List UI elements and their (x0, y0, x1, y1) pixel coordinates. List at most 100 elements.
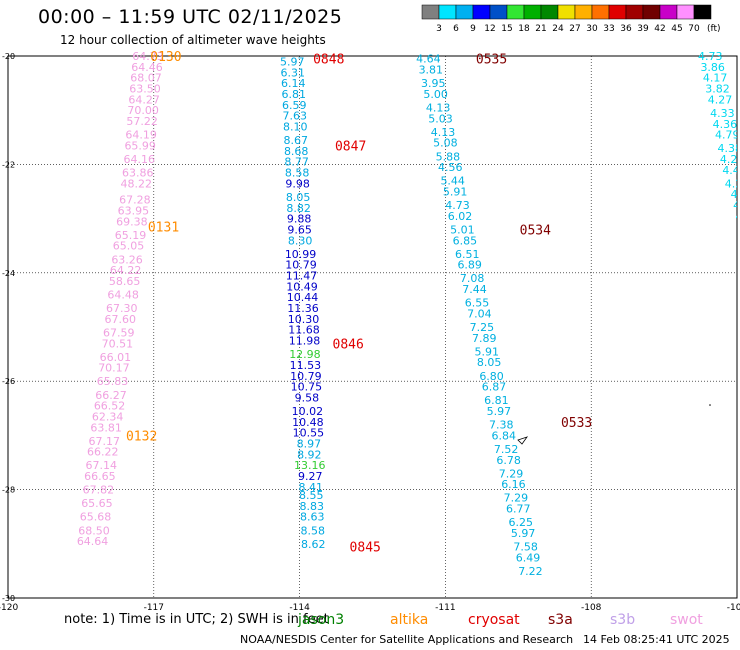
colorbar-tick-label: 24 (552, 24, 564, 34)
wave-height-label: 11.68 (288, 324, 320, 337)
wave-height-label: 10.79 (285, 259, 317, 272)
wave-height-label: 8.77 (284, 156, 309, 169)
wave-height-label: 10.02 (292, 405, 324, 418)
wave-height-label: 5.08 (433, 137, 458, 150)
wave-height-label: 4.8 (736, 210, 740, 223)
wave-height-label: 6.85 (453, 234, 478, 247)
colorbar-tick-label: 36 (620, 24, 632, 34)
colorbar-tick-label: 6 (453, 24, 459, 34)
wave-height-label: 5.97 (511, 527, 536, 540)
wave-height-label: 6.89 (457, 259, 482, 272)
legend-item-s3b: s3b (610, 612, 636, 628)
wave-height-label: 4.56 (438, 161, 463, 174)
colorbar-tick-label: 15 (501, 24, 512, 34)
wave-height-label: 10.44 (287, 291, 319, 304)
y-tick-label: -20 (2, 52, 15, 61)
wave-height-label: 63.95 (118, 204, 150, 217)
wave-height-label: 7.52 (494, 443, 519, 456)
generation-timestamp: 14 Feb 08:25:41 UTC 2025 (583, 633, 730, 646)
wave-height-label: 4.7 (731, 188, 740, 201)
wave-height-label: 10.48 (292, 416, 324, 429)
wave-height-label: 8.67 (283, 134, 308, 147)
wave-height-label: 66.01 (100, 351, 132, 364)
colorbar-unit: (ft) (707, 24, 721, 34)
pass-number-label: 0846 (333, 337, 364, 352)
pass-number-label: 0534 (520, 223, 551, 238)
wave-height-label: 4.33 (710, 107, 735, 120)
y-tick-label: -22 (2, 160, 15, 169)
wave-height-label: 4.73 (445, 199, 470, 212)
wave-height-label: 8.05 (477, 356, 502, 369)
wave-height-label: 3.81 (419, 64, 444, 77)
credit-line: NOAA/NESDIS Center for Satellite Applica… (240, 633, 574, 646)
wave-height-label: 64.19 (125, 129, 157, 142)
wave-height-label: 4.13 (426, 101, 451, 114)
wave-height-label: 11.53 (290, 359, 322, 372)
wave-height-label: 67.82 (83, 484, 115, 497)
wave-height-label: 57.22 (126, 115, 158, 128)
x-tick-label: -117 (144, 603, 164, 613)
pass-number-label: 0130 (150, 50, 181, 65)
x-tick-label: -120 (0, 603, 18, 613)
cursor-marker (517, 436, 529, 445)
wave-height-label: 63.86 (122, 167, 154, 180)
wave-height-label: 64.22 (110, 264, 142, 277)
wave-height-label: 5.91 (474, 345, 499, 358)
wave-height-label: 8.10 (283, 120, 308, 133)
wave-height-label: 64.64 (77, 535, 109, 548)
wave-height-label: 7.25 (470, 321, 495, 334)
wave-height-label: 9.88 (287, 213, 312, 226)
colorbar-tick-label: 12 (484, 24, 495, 34)
wave-height-label: 63.81 (90, 421, 122, 434)
wave-height-label: 67.30 (106, 302, 138, 315)
wave-height-label: 7.08 (460, 272, 485, 285)
wave-height-label: 8.58 (285, 167, 310, 180)
wave-height-label: 65.99 (124, 139, 156, 152)
wave-height-label: 66.22 (87, 446, 119, 459)
wave-height-label: 13.16 (294, 459, 326, 472)
legend-item-s3a: s3a (548, 612, 573, 628)
wave-height-label: 7.58 (513, 541, 538, 554)
wave-height-label: 64.46 (131, 61, 163, 74)
wave-height-label: 8.92 (297, 448, 322, 461)
x-tick-label: -108 (581, 603, 602, 613)
colorbar-tick-label: 21 (535, 24, 546, 34)
y-tick-label: -26 (2, 377, 15, 386)
wave-height-label: 58.65 (109, 275, 141, 288)
x-tick-label: -105 (727, 603, 740, 613)
pass-number-label: 0535 (476, 53, 507, 68)
wave-height-label: 8.41 (299, 481, 324, 494)
wave-height-label: 65.19 (115, 229, 147, 242)
wave-height-label: 6.59 (282, 99, 307, 112)
wave-height-label: 6.49 (516, 551, 541, 564)
wave-height-label: 70.51 (102, 337, 134, 350)
wave-height-label: 66.52 (94, 400, 126, 413)
wave-height-label: 6.87 (482, 381, 507, 394)
wave-height-label: 8.62 (301, 538, 326, 551)
wave-height-label: 4.64 (416, 53, 441, 66)
data-layer: 64.7364.4668.0763.5064.2770.0057.2264.19… (77, 50, 740, 578)
wave-height-label: 5.01 (450, 223, 475, 236)
wave-height-label: 65.65 (81, 497, 113, 510)
wave-height-label: 65.05 (113, 240, 145, 253)
wave-height-label: 63.50 (129, 83, 161, 96)
wave-height-label: 65.68 (80, 511, 112, 524)
wave-height-label: 8.97 (297, 438, 322, 451)
footnote: note: 1) Time is in UTC; 2) SWH is in fe… (64, 612, 329, 627)
wave-height-label: 64.73 (132, 50, 164, 63)
wave-height-label: 7.63 (282, 110, 307, 123)
wave-height-label: 4.13 (431, 126, 456, 139)
wave-height-label: 67.59 (103, 326, 135, 339)
wave-height-label: 11.98 (289, 335, 321, 348)
wave-height-label: 8.82 (286, 202, 311, 215)
color-scale-legend: 3 6 9 12 15 18 21 24 27 30 33 36 39 42 45 70 (ft) (421, 4, 721, 34)
wave-height-label: 70.17 (98, 362, 130, 375)
wave-height-label: 11.36 (287, 302, 319, 315)
wave-height-label: 4.6 (733, 199, 740, 212)
wave-height-label: 3.82 (705, 83, 730, 96)
pass-number-label: 0533 (561, 416, 592, 431)
colorbar-swatch (693, 4, 712, 20)
wave-height-label: 48.22 (121, 177, 153, 190)
wave-height-label: 64.16 (123, 153, 155, 166)
wave-height-label: 9.27 (298, 470, 323, 483)
